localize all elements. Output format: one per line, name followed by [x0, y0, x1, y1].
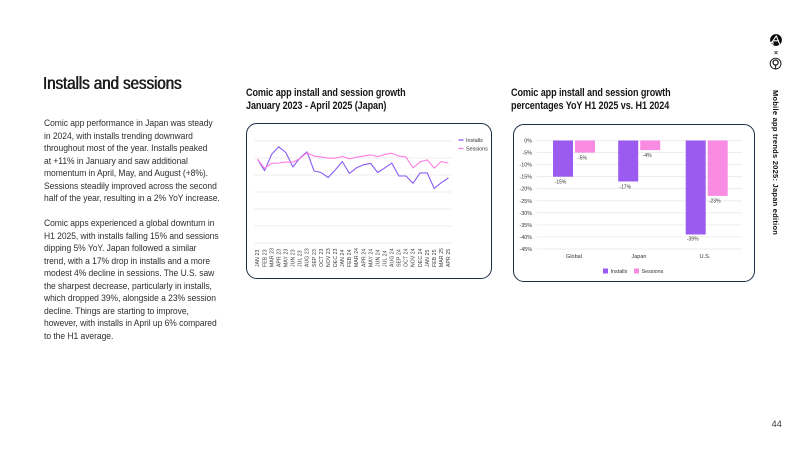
svg-text:-35%: -35% [519, 223, 532, 229]
svg-text:-20%: -20% [519, 187, 532, 193]
svg-text:FEB 23: FEB 23 [262, 249, 268, 267]
svg-text:Installs: Installs [466, 138, 483, 144]
svg-text:NOV 24: NOV 24 [411, 248, 417, 267]
svg-text:APR 23: APR 23 [276, 249, 282, 267]
svg-text:Sessions: Sessions [642, 269, 664, 275]
svg-text:Japan: Japan [632, 254, 647, 260]
svg-text:Global: Global [566, 254, 582, 260]
svg-text:DEC 23: DEC 23 [333, 248, 339, 267]
svg-text:0%: 0% [524, 139, 532, 145]
svg-text:JUL 24: JUL 24 [383, 250, 389, 267]
svg-text:-23%: -23% [709, 199, 721, 205]
svg-text:U.S.: U.S. [700, 254, 711, 260]
svg-text:AUG 24: AUG 24 [390, 248, 396, 267]
svg-text:NOV 23: NOV 23 [326, 248, 332, 267]
svg-text:-30%: -30% [519, 211, 532, 217]
svg-text:-45%: -45% [519, 247, 532, 253]
svg-text:SEP 23: SEP 23 [312, 249, 318, 267]
svg-text:APR 25: APR 25 [446, 249, 452, 267]
svg-text:FEB 25: FEB 25 [432, 249, 438, 267]
svg-text:JAN 25: JAN 25 [425, 250, 431, 267]
svg-text:-40%: -40% [519, 235, 532, 241]
svg-text:DEC 24: DEC 24 [418, 248, 424, 267]
svg-text:Sessions: Sessions [466, 147, 488, 153]
svg-text:FEB 24: FEB 24 [347, 249, 353, 267]
svg-text:JAN 23: JAN 23 [255, 250, 261, 267]
svg-text:OCT 23: OCT 23 [319, 248, 325, 267]
svg-text:SEP 24: SEP 24 [397, 249, 403, 267]
svg-text:MAR 23: MAR 23 [269, 248, 275, 267]
svg-text:-5%: -5% [578, 155, 587, 161]
svg-text:-5%: -5% [522, 151, 532, 157]
svg-text:-39%: -39% [687, 237, 699, 243]
svg-text:-25%: -25% [519, 199, 532, 205]
svg-text:MAY 23: MAY 23 [284, 249, 290, 267]
svg-text:AUG 23: AUG 23 [305, 248, 311, 267]
svg-text:-15%: -15% [519, 175, 532, 181]
svg-text:-17%: -17% [619, 184, 631, 190]
svg-text:JAN 24: JAN 24 [340, 250, 346, 267]
svg-text:APR 24: APR 24 [361, 249, 367, 267]
svg-text:MAR 25: MAR 25 [439, 248, 445, 267]
svg-text:-4%: -4% [643, 153, 652, 159]
svg-text:Installs: Installs [611, 269, 628, 275]
svg-text:JUL 23: JUL 23 [298, 250, 304, 267]
svg-text:MAY 24: MAY 24 [368, 249, 374, 267]
svg-text:JUN 23: JUN 23 [291, 249, 297, 267]
svg-text:JUN 24: JUN 24 [375, 249, 381, 267]
svg-text:-15%: -15% [555, 180, 567, 186]
svg-text:-10%: -10% [519, 163, 532, 169]
svg-text:OCT 24: OCT 24 [404, 248, 410, 267]
svg-text:MAR 24: MAR 24 [354, 248, 360, 267]
